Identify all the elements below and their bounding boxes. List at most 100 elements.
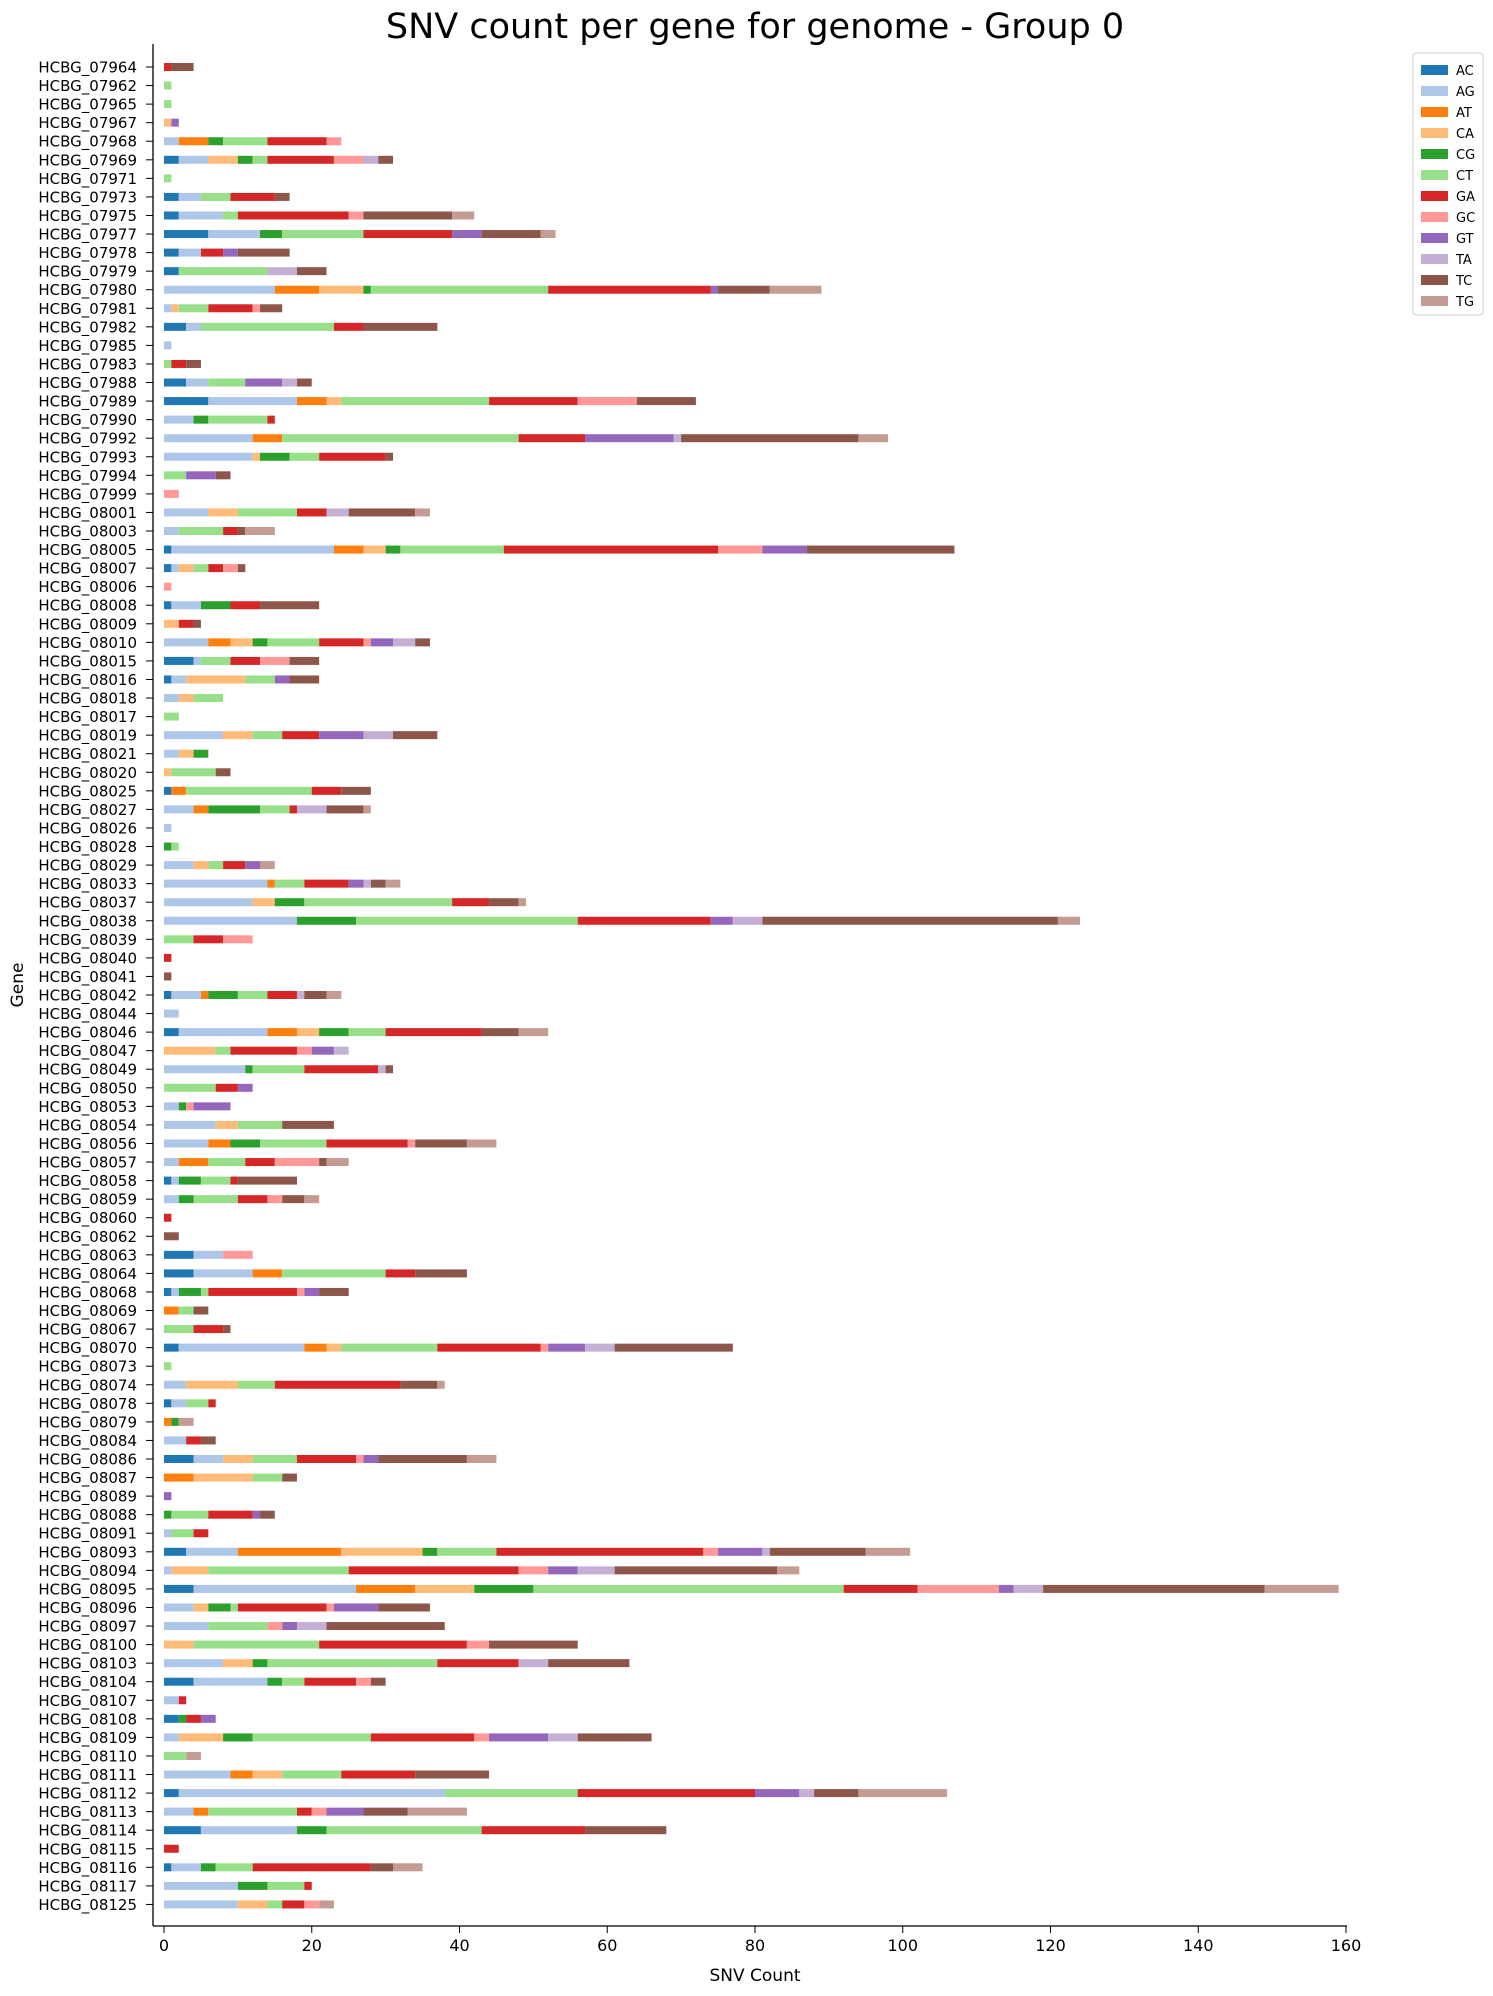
bar-segment: HCBG_07981 AG: 1 <box>164 304 172 313</box>
bar-segment: HCBG_08039 CT: 4 <box>164 935 194 944</box>
bar-segment: HCBG_08050 CT: 7 <box>164 1083 216 1092</box>
bar-segment: HCBG_08007 AC: 1 <box>164 564 172 573</box>
bar-segment: HCBG_08068 CT: 1 <box>200 1287 209 1296</box>
y-tick-label: HCBG_08006 <box>38 578 137 597</box>
bar-segment: HCBG_07990 CT: 8 <box>208 415 268 424</box>
x-tick-label: 40 <box>449 1936 469 1955</box>
bar-segment: HCBG_08111 CA: 4 <box>252 1770 283 1779</box>
bar-segment: HCBG_08116 AG: 4 <box>171 1863 201 1872</box>
y-tick-label: HCBG_08104 <box>38 1673 137 1692</box>
bar-segment: HCBG_08088 CG: 1 <box>164 1510 172 1519</box>
bar-segment: HCBG_07968 AT: 4 <box>178 137 209 146</box>
bar-segment: HCBG_08068 CG: 3 <box>178 1287 201 1296</box>
bar-segment: HCBG_08005 AC: 1 <box>164 545 172 554</box>
bar-segment: HCBG_08094 CT: 19 <box>208 1566 349 1575</box>
bar-segment: HCBG_08010 TA: 3 <box>393 638 416 647</box>
bar-segment: HCBG_08042 AT: 1 <box>200 991 209 999</box>
bar-segment: HCBG_08097 GT: 2 <box>282 1622 297 1631</box>
bar-segment: HCBG_07969 TC: 2 <box>378 155 394 164</box>
bar-segment: HCBG_08095 GT: 2 <box>998 1584 1014 1593</box>
bar-segment: HCBG_08109 GT: 8 <box>489 1733 549 1742</box>
bar-segment: HCBG_07989 TC: 8 <box>636 397 696 406</box>
bar-segment: HCBG_07973 CT: 4 <box>200 192 231 201</box>
bar-segment: HCBG_08108 CG: 1 <box>178 1714 187 1723</box>
bar-segment: HCBG_07981 TC: 3 <box>260 304 283 313</box>
bar-segment: HCBG_07969 TA: 2 <box>363 155 379 164</box>
bar-segment: HCBG_08107 AG: 2 <box>164 1696 179 1705</box>
bar-segment: HCBG_08049 TA: 1 <box>378 1065 386 1074</box>
bar-segment: HCBG_08027 GA: 1 <box>289 805 297 814</box>
bar-segment: HCBG_07994 CT: 3 <box>164 471 187 480</box>
bar-segment: HCBG_08095 GA: 10 <box>843 1584 918 1593</box>
bar-segment: HCBG_08087 CT: 4 <box>252 1473 283 1482</box>
y-tick-label: HCBG_08042 <box>38 987 137 1006</box>
bar-segment: HCBG_08006 GC: 1 <box>164 582 172 591</box>
bar-segment: HCBG_08033 TG: 2 <box>385 879 401 888</box>
bar-segment: HCBG_07990 GA: 1 <box>267 415 275 424</box>
bar-segment: HCBG_08054 CA: 3 <box>215 1120 238 1129</box>
bar-segment: HCBG_07980 GA: 22 <box>548 285 711 294</box>
bar-segment: HCBG_08056 TC: 7 <box>415 1139 467 1148</box>
bar-segment: HCBG_07964 TC: 3 <box>171 63 194 71</box>
bar-segment: HCBG_07977 CT: 11 <box>282 230 364 239</box>
bar-segment: HCBG_08046 CA: 3 <box>296 1028 320 1037</box>
bar-segment: HCBG_08094 GT: 4 <box>548 1566 578 1575</box>
bar-segment: HCBG_08042 TG: 2 <box>326 991 342 999</box>
bar-segment: HCBG_08001 CT: 8 <box>237 508 297 517</box>
bar-segment: HCBG_07977 AG: 7 <box>208 230 261 239</box>
bar-segment: HCBG_08016 TC: 4 <box>289 675 320 684</box>
bar-segment: HCBG_07989 AT: 4 <box>296 397 327 406</box>
y-tick-label: HCBG_08107 <box>38 1692 137 1711</box>
bar-segment: HCBG_07990 AG: 4 <box>164 415 194 424</box>
legend-label: CT <box>1456 169 1473 184</box>
bar-segment: HCBG_08046 AT: 4 <box>267 1028 297 1037</box>
bar-segment: HCBG_08093 AG: 7 <box>186 1547 238 1556</box>
bar-segment: HCBG_08047 GC: 2 <box>296 1046 312 1055</box>
bar-segment: HCBG_08088 TC: 2 <box>260 1510 275 1519</box>
bar-segment: HCBG_08018 AG: 2 <box>164 694 179 703</box>
bar-segment: HCBG_08095 AC: 4 <box>164 1584 194 1593</box>
bar-segment: HCBG_08003 GA: 2 <box>223 527 238 535</box>
bar-segment: HCBG_07975 CT: 2 <box>223 211 238 220</box>
bar-segment: HCBG_07980 CT: 24 <box>370 285 549 294</box>
bar-segment: HCBG_07969 CA: 4 <box>208 155 238 164</box>
bar-segment: HCBG_08042 CT: 4 <box>237 991 268 999</box>
bar-segment: HCBG_08117 CT: 5 <box>267 1881 305 1890</box>
bar-segment: HCBG_08019 GT: 6 <box>319 731 364 740</box>
y-tick-label: HCBG_08116 <box>38 1859 137 1878</box>
legend-label: AG <box>1456 85 1475 100</box>
bar-segment: HCBG_08107 GA: 1 <box>178 1696 187 1705</box>
bar-segment: HCBG_08027 CG: 7 <box>208 805 261 814</box>
bar-segment: HCBG_07992 GT: 12 <box>585 434 674 443</box>
bar-segment: HCBG_07985 AG: 1 <box>164 341 172 350</box>
y-tick-label: HCBG_08054 <box>38 1116 137 1135</box>
bar-segment: HCBG_08079 CG: 1 <box>171 1417 179 1426</box>
y-tick-label: HCBG_08020 <box>38 764 137 783</box>
y-tick-label: HCBG_08056 <box>38 1135 137 1154</box>
bar-segment: HCBG_07994 TC: 2 <box>215 471 231 480</box>
bar-segment: HCBG_07981 CT: 4 <box>178 304 209 313</box>
bar-segment: HCBG_08068 AC: 1 <box>164 1287 172 1296</box>
bar-segment: HCBG_08108 GA: 2 <box>186 1714 201 1723</box>
y-tick-label: HCBG_08062 <box>38 1228 137 1247</box>
bar-segment: HCBG_08037 GA: 5 <box>452 898 490 907</box>
bar-segment: HCBG_07977 TG: 2 <box>540 230 556 239</box>
bar-segment: HCBG_08116 CT: 5 <box>215 1863 253 1872</box>
bar-segment: HCBG_08063 GC: 4 <box>223 1250 253 1259</box>
y-tick-label: HCBG_08109 <box>38 1729 137 1748</box>
bar-segment: HCBG_08095 TA: 4 <box>1013 1584 1044 1593</box>
bar-segment: HCBG_08078 AC: 1 <box>164 1399 172 1408</box>
bar-segment: HCBG_08019 TA: 4 <box>363 731 394 740</box>
bar-segment: HCBG_08084 AG: 3 <box>164 1436 187 1445</box>
bar-segment: HCBG_08037 AG: 12 <box>164 898 253 907</box>
bar-segment: HCBG_08015 CT: 4 <box>200 656 231 665</box>
y-tick-label: HCBG_08059 <box>38 1191 137 1210</box>
bar-segment: HCBG_08104 CG: 2 <box>267 1677 283 1686</box>
bar-segment: HCBG_08005 AT: 4 <box>333 545 364 554</box>
bar-segment: HCBG_07975 AC: 2 <box>164 211 179 220</box>
bar-segment: HCBG_07993 GA: 9 <box>319 452 386 461</box>
bar-segment: HCBG_08042 AC: 1 <box>164 991 172 999</box>
bar-segment: HCBG_08042 AG: 4 <box>171 991 201 999</box>
chart-title: SNV count per gene for genome - Group 0 <box>386 7 1124 47</box>
bar-segment: HCBG_08054 TC: 7 <box>282 1120 334 1129</box>
